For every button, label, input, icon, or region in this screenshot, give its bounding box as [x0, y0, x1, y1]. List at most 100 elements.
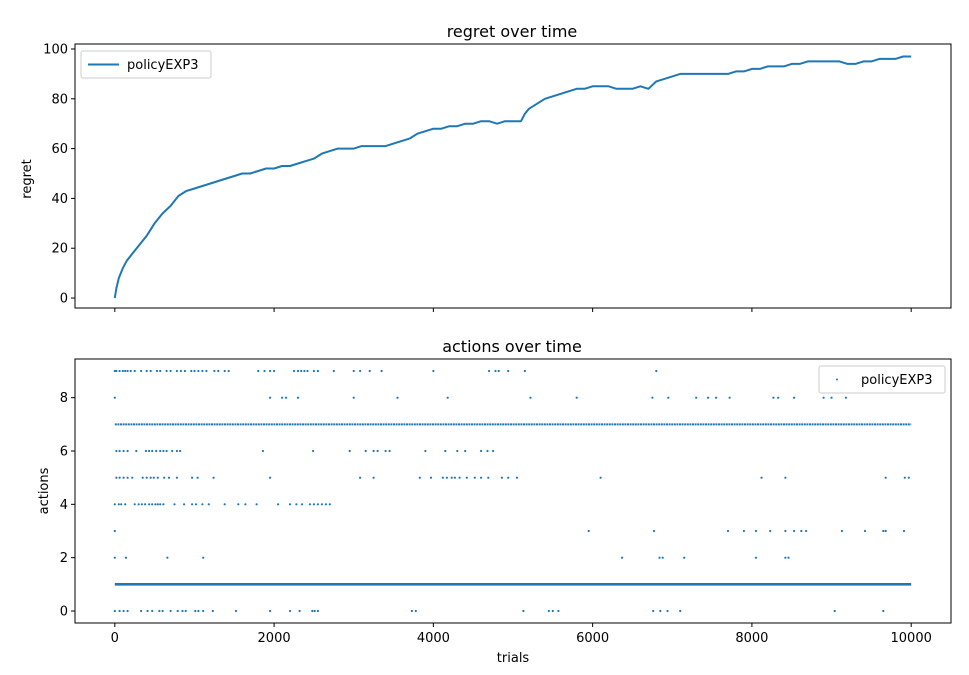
actions-point	[300, 503, 304, 506]
actions-point	[140, 609, 143, 613]
actions-point	[122, 476, 125, 479]
actions-point	[223, 503, 226, 506]
actions-point	[884, 529, 887, 533]
actions-point	[303, 369, 306, 373]
actions-point	[444, 449, 447, 453]
actions-point	[118, 609, 121, 613]
actions-point	[159, 449, 162, 453]
actions-point	[760, 476, 763, 479]
actions-point	[288, 609, 292, 613]
actions-point	[120, 503, 123, 506]
actions-point	[207, 503, 210, 506]
regret-legend-label: policyEXP3	[127, 58, 199, 73]
actions-point	[754, 529, 758, 533]
actions-point	[830, 396, 833, 399]
actions-point	[145, 476, 148, 479]
actions-point	[380, 369, 383, 373]
regret-axes-frame	[74, 43, 952, 309]
actions-x-tick-label: 8000	[735, 631, 768, 646]
actions-point	[777, 396, 780, 399]
actions-point	[793, 529, 796, 533]
actions-point	[432, 369, 435, 373]
actions-point	[156, 503, 159, 506]
actions-x-tick-label: 6000	[576, 631, 609, 646]
actions-point	[212, 476, 215, 479]
actions-point	[281, 396, 284, 399]
actions-point	[167, 476, 171, 479]
actions-point	[418, 476, 421, 479]
actions-point	[184, 609, 187, 613]
regret-panel: regret over time regret 0 20 40 60 80 100 pol…	[20, 22, 952, 312]
actions-point	[115, 369, 118, 373]
regret-y-ticks: 0 20 40 60 80 100	[43, 42, 75, 307]
actions-point	[263, 369, 266, 373]
actions-point	[292, 369, 296, 373]
actions-point	[257, 369, 260, 373]
actions-point	[298, 609, 301, 613]
actions-point	[166, 556, 169, 559]
actions-point	[115, 476, 118, 479]
actions-point	[296, 369, 300, 373]
actions-point	[667, 396, 670, 399]
actions-point	[551, 609, 554, 613]
actions-point	[140, 503, 143, 506]
actions-point	[328, 503, 331, 506]
actions-point	[126, 369, 129, 373]
actions-point	[124, 503, 127, 506]
actions-point	[359, 476, 362, 479]
regret-y-tick-label: 0	[60, 292, 68, 307]
actions-point	[324, 503, 327, 506]
actions-point	[515, 476, 519, 479]
actions-point	[190, 369, 193, 373]
actions-point	[907, 476, 910, 479]
actions-legend-label: policyEXP3	[861, 373, 933, 388]
actions-point	[196, 476, 199, 479]
actions-point	[487, 476, 490, 479]
actions-point	[148, 503, 151, 506]
actions-point	[171, 449, 174, 453]
actions-point	[793, 396, 796, 399]
actions-point	[159, 503, 162, 506]
actions-point	[683, 556, 686, 559]
actions-point	[311, 609, 314, 613]
actions-point	[118, 476, 121, 479]
actions-point	[522, 609, 525, 613]
actions-point	[179, 449, 182, 453]
actions-point	[316, 369, 319, 373]
actions-point	[787, 556, 790, 559]
actions-point	[144, 449, 147, 453]
actions-point	[599, 476, 602, 479]
actions-point	[244, 503, 247, 506]
actions-point	[784, 529, 787, 533]
actions-point	[183, 369, 186, 373]
actions-point	[480, 476, 483, 479]
actions-point	[488, 369, 491, 373]
actions-point	[151, 449, 154, 453]
actions-point	[149, 476, 152, 479]
actions-point	[372, 449, 375, 453]
actions-point	[155, 369, 159, 373]
actions-point	[179, 369, 182, 373]
actions-point	[659, 609, 662, 613]
actions-point	[158, 609, 161, 613]
actions-point	[269, 476, 272, 479]
regret-legend: policyEXP3	[80, 50, 212, 79]
actions-point	[651, 396, 654, 399]
actions-point	[165, 449, 168, 453]
actions-point	[173, 503, 176, 506]
regret-legend-box	[80, 50, 212, 79]
actions-point	[118, 449, 121, 453]
actions-point	[148, 449, 151, 453]
actions-point	[113, 369, 116, 373]
actions-panel: actions over time actions trials 0 2 4 6 8 0…	[37, 337, 952, 666]
actions-point	[227, 369, 230, 373]
actions-point	[666, 609, 669, 613]
regret-plot-area	[113, 55, 912, 299]
actions-point	[464, 449, 467, 453]
actions-x-tick-label: 2000	[258, 631, 291, 646]
actions-point	[217, 369, 220, 373]
actions-point	[284, 396, 288, 399]
actions-point	[145, 369, 148, 373]
actions-point	[312, 449, 315, 453]
